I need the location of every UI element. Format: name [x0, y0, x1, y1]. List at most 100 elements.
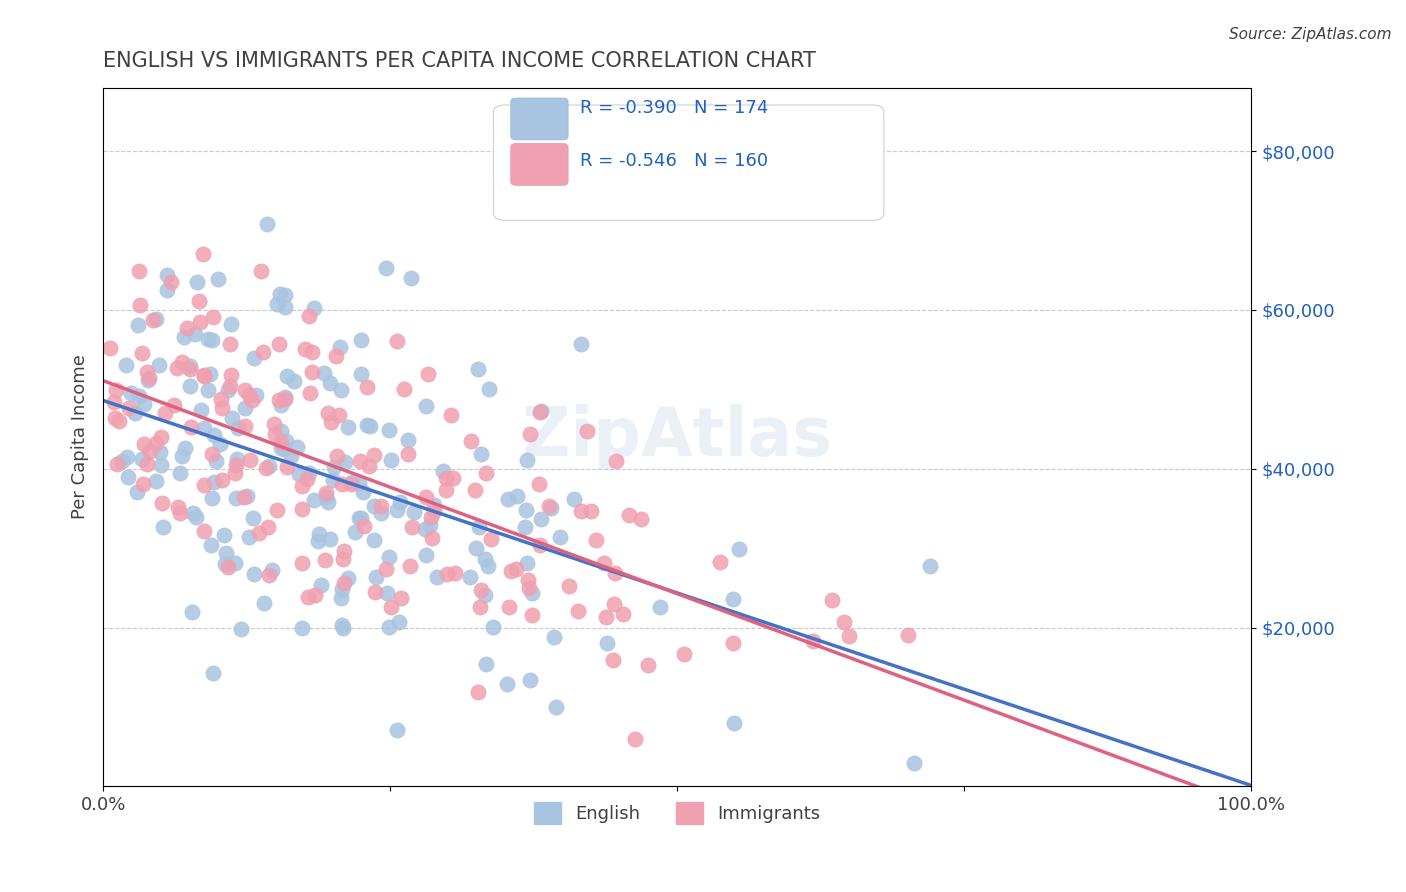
Point: [530, 511, 553, 525]
Point: [150, 430, 173, 444]
Point: [723, 716, 745, 731]
Point: [124, 406, 146, 420]
Point: [319, 533, 342, 547]
Point: [460, 434, 482, 448]
Point: [515, 503, 537, 517]
Point: [274, 392, 297, 406]
Point: [225, 491, 247, 505]
Point: [366, 569, 388, 583]
Point: [349, 454, 371, 468]
Point: [302, 301, 325, 315]
Point: [193, 368, 215, 383]
Point: [506, 489, 529, 503]
Point: [260, 563, 283, 577]
Point: [370, 499, 392, 513]
Point: [378, 620, 401, 634]
Point: [128, 264, 150, 278]
Point: [336, 571, 359, 585]
Point: [415, 399, 437, 413]
Point: [550, 530, 572, 544]
Point: [120, 386, 142, 401]
Point: [229, 622, 252, 636]
Point: [179, 378, 201, 392]
Point: [416, 367, 439, 381]
Point: [226, 420, 249, 434]
Point: [280, 449, 302, 463]
Point: [468, 520, 491, 534]
Point: [149, 458, 172, 472]
Point: [569, 337, 592, 351]
Point: [131, 452, 153, 467]
Point: [396, 434, 419, 448]
Point: [575, 424, 598, 438]
Point: [350, 333, 373, 347]
Point: [347, 510, 370, 524]
Point: [464, 483, 486, 497]
Point: [267, 393, 290, 408]
Point: [444, 566, 467, 580]
Point: [117, 469, 139, 483]
Point: [172, 355, 194, 369]
Point: [326, 449, 349, 463]
Point: [467, 362, 489, 376]
Point: [357, 458, 380, 473]
Point: [104, 410, 127, 425]
Point: [188, 315, 211, 329]
Point: [273, 288, 295, 302]
Point: [920, 558, 942, 573]
Point: [522, 586, 544, 600]
Point: [98, 341, 121, 355]
Point: [233, 383, 256, 397]
Point: [224, 556, 246, 570]
Point: [238, 388, 260, 402]
Point: [302, 492, 325, 507]
Point: [142, 313, 165, 327]
Point: [225, 458, 247, 472]
Point: [242, 511, 264, 525]
Point: [307, 534, 329, 549]
Point: [243, 351, 266, 366]
Point: [520, 608, 543, 623]
Point: [276, 434, 298, 449]
Point: [423, 504, 446, 518]
Point: [482, 620, 505, 634]
Point: [385, 334, 408, 348]
Point: [128, 388, 150, 402]
Point: [240, 393, 263, 408]
Point: [903, 756, 925, 770]
Point: [193, 421, 215, 435]
Point: [304, 588, 326, 602]
Point: [197, 332, 219, 346]
Point: [204, 454, 226, 468]
Point: [150, 495, 173, 509]
Point: [273, 300, 295, 314]
Point: [388, 495, 411, 509]
Point: [156, 283, 179, 297]
Point: [378, 549, 401, 564]
Text: ENGLISH VS IMMIGRANTS PER CAPITA INCOME CORRELATION CHART: ENGLISH VS IMMIGRANTS PER CAPITA INCOME …: [103, 51, 815, 70]
Point: [270, 441, 292, 455]
Point: [211, 401, 233, 415]
Point: [176, 321, 198, 335]
Point: [118, 401, 141, 416]
Point: [630, 512, 652, 526]
Point: [370, 506, 392, 520]
Point: [166, 360, 188, 375]
Point: [111, 454, 134, 468]
Legend: English, Immigrants: English, Immigrants: [524, 793, 830, 833]
Point: [131, 346, 153, 360]
Point: [238, 530, 260, 544]
Point: [148, 359, 170, 373]
Point: [115, 358, 138, 372]
Point: [353, 484, 375, 499]
Point: [169, 506, 191, 520]
Point: [221, 368, 243, 383]
Point: [353, 519, 375, 533]
Point: [375, 562, 398, 576]
Point: [432, 464, 454, 478]
Text: ZipAtlas: ZipAtlas: [522, 404, 832, 470]
Point: [270, 435, 292, 450]
Point: [838, 629, 860, 643]
Point: [347, 475, 370, 490]
Point: [441, 471, 464, 485]
